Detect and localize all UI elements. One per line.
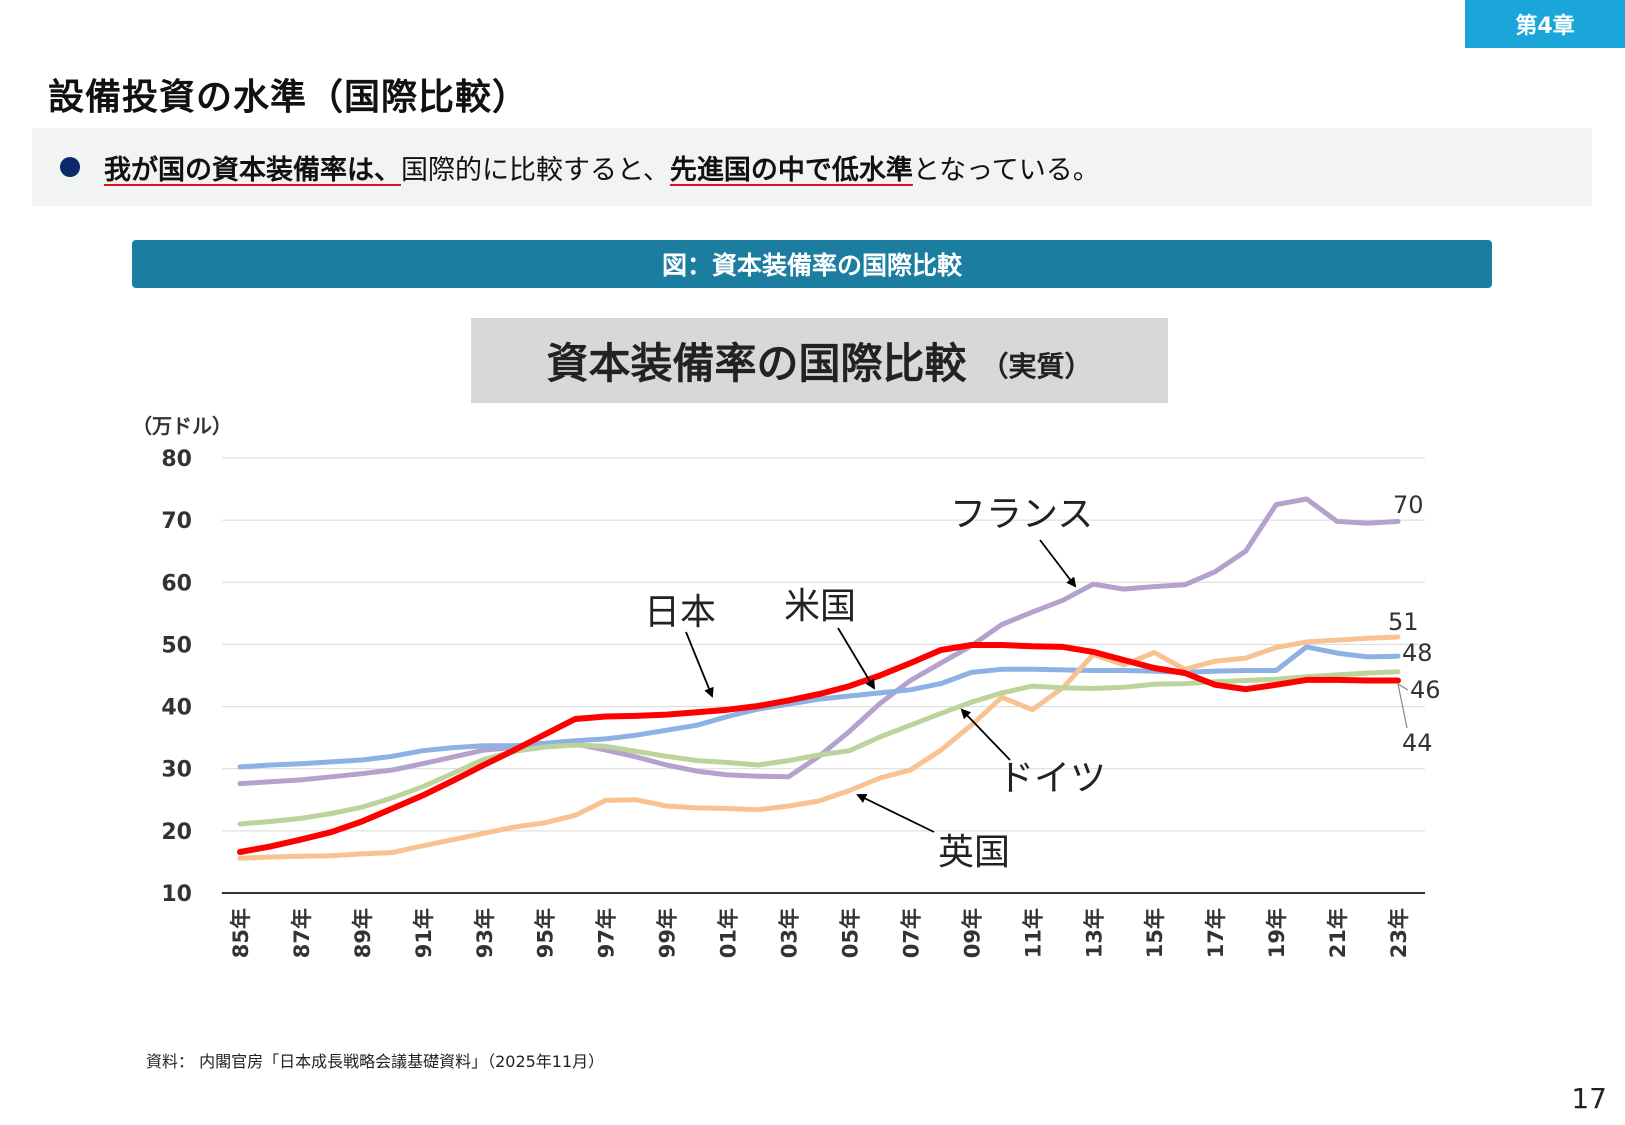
x-tick-label: 87年	[290, 908, 314, 958]
y-tick-label: 60	[161, 571, 192, 596]
summary-plain-2: となっている。	[912, 154, 1100, 186]
bullet-icon	[60, 157, 80, 177]
end-label-ドイツ: 46	[1410, 676, 1441, 704]
summary-box: 我が国の資本装備率は、国際的に比較すると、先進国の中で低水準となっている。	[32, 128, 1592, 206]
x-tick-label: 89年	[351, 908, 375, 958]
y-tick-label: 30	[161, 758, 192, 783]
x-tick-label: 03年	[778, 908, 802, 958]
summary-emphasis-1: 我が国の資本装備率は、	[104, 154, 401, 186]
x-tick-label: 15年	[1143, 908, 1167, 958]
annotation-arrow	[960, 708, 1011, 761]
y-tick-label: 80	[161, 447, 192, 472]
x-tick-label: 13年	[1082, 908, 1106, 958]
y-tick-label: 10	[161, 882, 192, 907]
y-tick-label: 40	[161, 696, 192, 721]
x-tick-label: 85年	[229, 908, 253, 958]
summary-plain-1: 国際的に比較すると、	[401, 154, 670, 186]
series-line-フランス	[237, 496, 1401, 787]
annotation-フランス: フランス	[950, 494, 1093, 535]
x-tick-label: 09年	[960, 908, 984, 958]
x-tick-label: 21年	[1326, 908, 1350, 958]
annotation-arrow	[685, 631, 714, 698]
x-tick-label: 01年	[717, 908, 741, 958]
figure-label-bar: 図：資本装備率の国際比較	[132, 240, 1492, 288]
end-label-英国: 51	[1388, 608, 1419, 636]
annotation-日本: 日本	[644, 592, 716, 633]
x-tick-label: 97年	[595, 908, 619, 958]
x-tick-label: 23年	[1387, 908, 1411, 958]
chart-subtitle: （実質）	[980, 349, 1093, 383]
source-note: 資料： 内閣官房「日本成長戦略会議基礎資料」（2025年11月）	[146, 1052, 605, 1071]
page-title: 設備投資の水準（国際比較）	[48, 77, 530, 118]
series-line-日本	[237, 642, 1401, 855]
end-label-leader	[1397, 683, 1408, 729]
end-label-日本: 44	[1402, 729, 1433, 757]
y-tick-label: 70	[161, 509, 192, 534]
summary-text: 我が国の資本装備率は、国際的に比較すると、先進国の中で低水準となっている。	[104, 148, 1100, 187]
chart-title: 資本装備率の国際比較	[546, 339, 967, 388]
x-tick-label: 95年	[534, 908, 558, 958]
annotation-arrow	[1039, 539, 1077, 588]
series-line-米国	[237, 644, 1401, 770]
end-label-米国: 48	[1402, 639, 1433, 667]
y-tick-label: 20	[161, 820, 192, 845]
end-label-フランス: 70	[1393, 491, 1424, 519]
x-tick-label: 11年	[1021, 908, 1045, 958]
x-tick-label: 99年	[656, 908, 680, 958]
x-tick-label: 05年	[838, 908, 862, 958]
x-tick-label: 93年	[473, 908, 497, 958]
page-number: 17	[1571, 1082, 1607, 1115]
x-tick-label: 19年	[1265, 908, 1289, 958]
y-tick-label: 50	[161, 633, 192, 658]
annotation-arrow	[837, 627, 876, 690]
end-label-leader	[1397, 683, 1409, 691]
summary-emphasis-2: 先進国の中で低水準	[669, 154, 913, 186]
chart-title-box: 資本装備率の国際比較 （実質）	[471, 318, 1168, 403]
series-line-英国	[237, 634, 1401, 861]
x-tick-label: 17年	[1204, 908, 1228, 958]
x-tick-label: 91年	[412, 908, 436, 958]
annotation-英国: 英国	[938, 832, 1010, 873]
x-tick-label: 07年	[899, 908, 923, 958]
y-axis-unit-label: （万ドル）	[132, 414, 232, 438]
chapter-tag: 第4章	[1465, 0, 1625, 48]
annotation-arrow	[856, 794, 935, 833]
annotation-米国: 米国	[784, 586, 856, 627]
annotation-ドイツ: ドイツ	[998, 758, 1106, 799]
